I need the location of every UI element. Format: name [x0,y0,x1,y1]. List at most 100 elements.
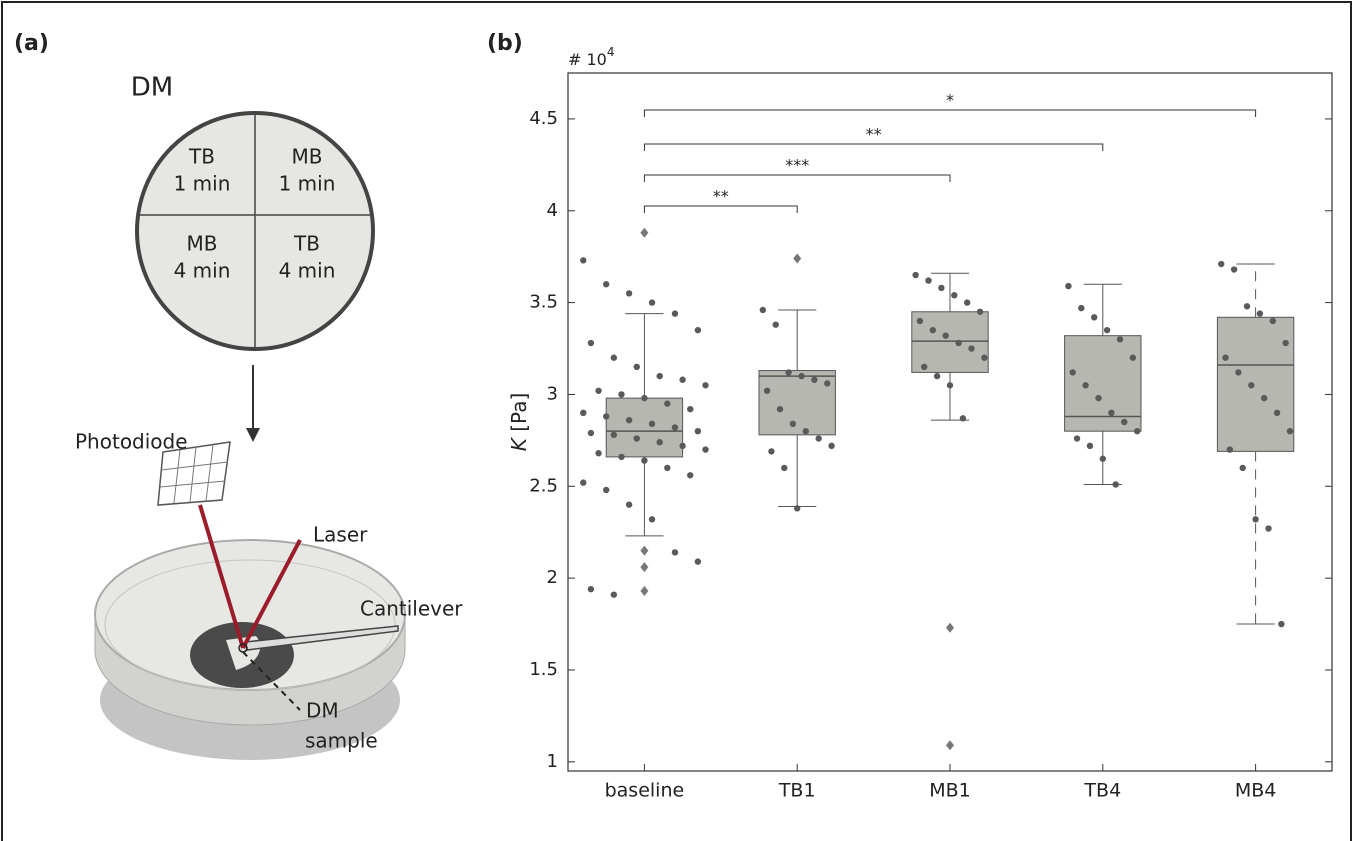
box [1064,335,1142,432]
data-point [610,431,618,439]
data-point [963,299,971,306]
box [605,397,684,458]
data-point [1282,339,1289,347]
significance-label: ** [713,187,729,206]
data-point [694,558,702,565]
data-point [694,326,702,334]
sample-label: DM [306,699,339,723]
data-point [603,486,610,494]
data-point [1226,446,1234,453]
significance-label: ** [866,125,882,144]
x-tick-label: MB1 [929,780,971,802]
data-point [633,435,640,442]
data-point [925,277,932,284]
data-point [664,400,671,407]
quadrant-name: TB [188,145,215,169]
data-point [1218,260,1225,268]
laser-label: Laser [313,523,368,547]
data-point [1112,481,1119,488]
y-multiplier-base: # 10 [568,50,607,69]
significance-label: *** [785,156,809,175]
y-tick-label: 1.5 [529,659,558,680]
quadrant-name: MB [292,145,323,169]
box [911,311,989,373]
data-point [763,387,771,394]
panel-label: (a) [14,31,49,56]
data-point [976,308,984,315]
data-point [694,427,702,435]
y-multiplier-exp: 4 [607,45,615,59]
y-multiplier: # 104 [568,45,615,69]
data-point [595,450,602,457]
data-point [811,376,818,383]
data-point [1269,317,1276,325]
panel-label: (b) [487,31,523,56]
data-point [1265,525,1272,532]
data-point [981,354,988,361]
data-point [1086,442,1094,450]
x-tick-label: TB4 [1083,780,1121,802]
quadrant-name: TB [293,232,320,256]
data-point [1073,435,1081,442]
data-point [921,363,928,371]
data-point [1235,369,1242,376]
data-point [1065,282,1072,290]
circle-title: DM [131,73,173,103]
data-point [1091,314,1098,321]
data-point [603,413,610,420]
data-point [1239,464,1246,472]
data-point [1273,409,1281,417]
outlier [640,545,649,556]
data-point [798,372,805,380]
y-tick-label: 2 [547,567,558,588]
data-point [916,317,924,325]
data-point [1243,303,1251,310]
data-point [776,405,784,413]
y-tick-label: 1 [547,751,558,772]
y-tick-label: 2.5 [529,475,558,496]
data-point [946,382,954,389]
data-point [828,442,835,450]
y-tick-label: 3 [547,383,558,404]
data-point [1286,427,1294,435]
data-point [794,505,801,512]
y-tick-label: 4.5 [529,108,558,129]
outlier [640,227,649,238]
quadrant-time: 1 min [279,172,336,196]
sample-label: sample [305,729,378,753]
outlier [793,253,802,264]
outlier [946,740,954,751]
data-point [1248,382,1255,389]
data-point [759,306,767,314]
data-point [968,345,975,352]
data-point [933,372,941,380]
data-point [618,453,625,461]
photodiode-grid [159,444,229,504]
quadrant-time: 4 min [279,259,336,283]
significance-label: * [946,91,954,110]
significance-bracket [643,109,1257,117]
data-point [938,284,945,292]
data-point [702,382,709,389]
data-point [610,354,618,361]
data-point [824,380,831,387]
data-point [618,391,625,398]
data-point [959,415,967,422]
data-point [815,435,822,442]
data-point [1103,326,1111,334]
data-point [1095,394,1102,402]
data-point [955,339,962,347]
data-point [679,376,686,383]
data-point [1133,427,1141,435]
x-tick-label: MB4 [1235,780,1277,802]
data-point [687,405,694,413]
data-point [671,424,679,431]
data-point [785,369,792,376]
data-point [648,420,656,428]
data-point [580,257,587,264]
data-point [768,448,775,455]
data-point [1099,455,1107,462]
